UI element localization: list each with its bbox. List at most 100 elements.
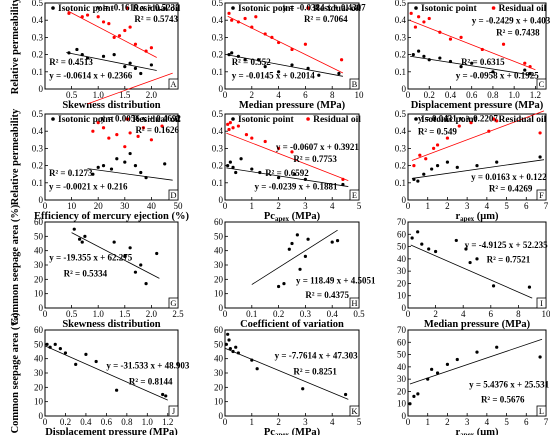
data-point — [459, 35, 463, 40]
data-point — [303, 254, 307, 258]
data-point — [231, 126, 235, 130]
equation-label: y = -0.0958 x + 0.1925 — [456, 70, 540, 80]
x-tick-label: 0.2 — [273, 309, 284, 319]
legend-marker — [306, 6, 310, 10]
plot-frame — [44, 2, 179, 90]
x-tick-label: 0 — [43, 417, 48, 427]
fit-line — [227, 15, 344, 74]
y-tick-label: 0.3 — [395, 143, 407, 153]
equation-label: y = 118.49 x + 4.5051 — [296, 276, 376, 286]
data-point — [527, 285, 532, 289]
y-tick-label: 0 — [39, 303, 44, 313]
data-point — [112, 53, 116, 57]
data-point — [228, 160, 232, 164]
data-point — [491, 284, 496, 288]
equation-label: y = -0.0384 x + 0.4307 — [283, 3, 367, 13]
data-point — [139, 71, 143, 76]
fit-line — [409, 338, 543, 385]
data-point — [123, 145, 127, 149]
data-point — [144, 49, 148, 53]
data-point — [277, 176, 281, 180]
y-tick-label: 0.5 — [395, 109, 407, 119]
fit-line — [227, 54, 343, 77]
y-tick-label: 40 — [214, 246, 224, 256]
plot-frame — [44, 329, 179, 417]
x-tick-label: 4 — [461, 309, 466, 319]
data-point — [523, 61, 527, 65]
equation-label: y = 0.0431 x + 0.2207 — [418, 114, 499, 124]
data-point — [149, 46, 153, 50]
panel-label-box — [536, 405, 547, 417]
data-point — [128, 246, 132, 250]
panel-H: 0 0.1 0.2 0.3 0.4 0.5 0 10 20 30 40 50 60 Coefficient… — [214, 217, 376, 330]
y-tick-label: 0.3 — [212, 143, 224, 153]
data-point — [227, 53, 231, 57]
fit-line — [251, 229, 338, 285]
x-axis-label: rapex (μm) — [456, 427, 499, 435]
data-point — [45, 342, 49, 346]
data-point — [416, 392, 420, 396]
panel-label: J — [172, 406, 176, 416]
data-point — [270, 35, 274, 40]
panel-label-box — [349, 78, 360, 90]
data-point — [430, 167, 434, 171]
panel-label-box — [536, 297, 547, 309]
data-point — [277, 284, 281, 289]
x-axis-label: Displacement pressure (MPa) — [411, 100, 544, 111]
data-point — [258, 170, 262, 175]
data-point — [455, 357, 459, 362]
fit-line — [411, 110, 545, 161]
data-point — [435, 371, 440, 375]
legend-marker — [231, 6, 235, 10]
y-tick-label: 0.2 — [32, 161, 43, 171]
y-tick-label: 0.5 — [395, 0, 407, 8]
x-tick-label: 1 — [425, 201, 430, 211]
y-tick-label: 0.4 — [395, 126, 407, 136]
data-point — [144, 282, 148, 286]
panel-label: D — [170, 190, 176, 200]
data-point — [295, 233, 299, 237]
data-point — [228, 347, 232, 351]
data-point — [263, 32, 267, 36]
equation-label: R² = 0.4269 — [489, 184, 533, 194]
data-point — [501, 42, 506, 46]
panel-J: 0 0.2 0.4 0.6 0.8 1.0 1.2 0 10 20 30 40 50 60 Displace… — [10, 312, 190, 435]
x-tick-label: 50 — [174, 201, 184, 211]
data-point — [84, 352, 88, 356]
y-tick-label: 30 — [397, 374, 407, 384]
legend-label: Isotonic point — [238, 115, 295, 125]
x-tick-label: 4 — [330, 201, 335, 211]
y-tick-label: 0.2 — [32, 50, 43, 60]
data-point — [412, 394, 416, 398]
data-point — [77, 237, 82, 241]
equation-label: y = 5.4376 x + 25.531 — [469, 380, 550, 390]
y-tick-label: 0.1 — [32, 178, 43, 188]
y-tick-label: 0.4 — [395, 15, 407, 25]
x-tick-label: 2.5 — [172, 309, 184, 319]
plot-frame — [407, 2, 547, 90]
data-point — [243, 16, 247, 21]
x-tick-label: 0.6 — [101, 417, 113, 427]
x-tick-label: 0.2 — [60, 417, 71, 427]
equation-label: R² = 0.552 — [232, 57, 272, 67]
panel-label: C — [539, 79, 545, 89]
data-point — [67, 51, 71, 55]
equation-label: R² = 0.8144 — [129, 376, 173, 386]
y-tick-label: 0.3 — [32, 143, 44, 153]
data-point — [231, 349, 235, 354]
panel-D: 0 10 20 30 40 50 0 0.1 0.2 0.3 0.4 0.5 Efficiency of… — [10, 72, 189, 222]
data-point — [115, 157, 119, 161]
y-tick-label: 30 — [34, 368, 44, 378]
data-point — [293, 172, 297, 176]
data-point — [244, 133, 249, 137]
data-point — [109, 167, 114, 171]
data-point — [72, 227, 76, 231]
equation-label: R² = 0.1626 — [135, 125, 179, 135]
data-point — [337, 71, 341, 76]
x-tick-label: 0 — [223, 201, 228, 211]
x-tick-label: 5 — [504, 201, 509, 211]
y-axis-label: Relative permeability — [10, 0, 21, 94]
equation-label: R² = 0.4513 — [49, 57, 93, 67]
y-tick-label: 0.3 — [212, 32, 224, 42]
